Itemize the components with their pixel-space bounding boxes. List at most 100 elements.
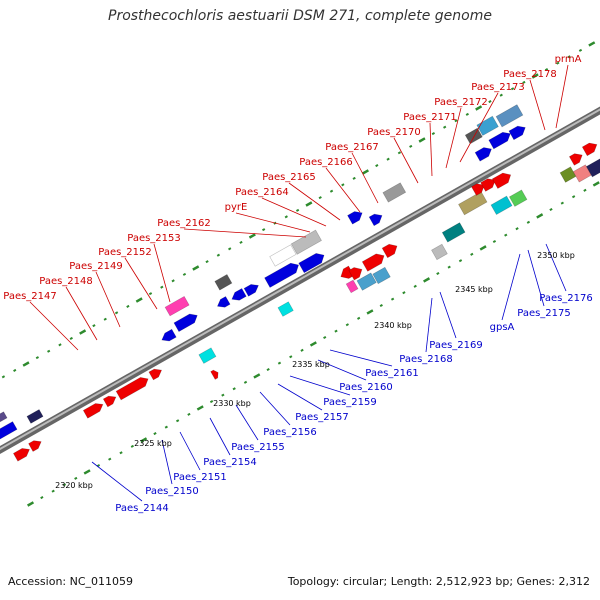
gene-shape [173, 313, 198, 332]
top-gene-label: Paes_2165 [262, 172, 316, 183]
tick-mark [397, 151, 402, 155]
label-leader [351, 152, 379, 204]
tick-mark [522, 80, 526, 84]
tick-mark [35, 356, 40, 360]
tick-mark [560, 201, 564, 205]
label-leader [209, 417, 231, 456]
tick-mark [148, 292, 153, 296]
label-leader [529, 79, 546, 131]
label-leader [95, 271, 121, 328]
label-leader [29, 301, 79, 351]
gene-feature [269, 244, 297, 267]
top-gene-label: Paes_2152 [98, 247, 152, 258]
gene-feature [216, 296, 231, 308]
tick-mark [515, 227, 519, 231]
label-leader [459, 92, 499, 163]
accession-text: Accession: NC_011059 [8, 575, 134, 588]
label-leader [501, 253, 521, 321]
gene-features [0, 104, 600, 462]
tick-mark [187, 412, 191, 416]
tick-mark [119, 451, 123, 455]
label-leaders [29, 64, 569, 502]
label-leader [161, 439, 173, 485]
gene-feature [243, 284, 259, 297]
gene-shape [277, 301, 294, 317]
label-leader [317, 359, 367, 381]
label-leader [179, 431, 201, 471]
tick-mark [228, 247, 232, 251]
tick-mark [470, 252, 474, 256]
gene-feature [488, 131, 511, 150]
label-leader [261, 197, 327, 227]
gene-shape [471, 183, 485, 196]
tick-mark [114, 311, 119, 315]
gene-feature [495, 104, 524, 128]
topology-text: Topology: circular; Length: 2,512,923 bp… [287, 575, 590, 588]
bottom-gene-label: Paes_2161 [365, 368, 419, 379]
gene-shape [495, 104, 524, 128]
top-gene-label: Paes_2173 [471, 82, 525, 93]
bottom-gene-label: Paes_2144 [115, 503, 169, 514]
tick-mark [51, 489, 55, 493]
tick-mark [69, 336, 73, 340]
top-gene-label: Paes_2171 [403, 112, 457, 123]
gene-feature [26, 409, 44, 424]
tick-mark [549, 207, 553, 212]
tick-mark [418, 137, 426, 143]
tick-mark [243, 380, 248, 384]
gene-shape [508, 189, 528, 207]
gene-shape [491, 172, 512, 189]
tick-mark [475, 105, 483, 111]
gene-shape [476, 115, 499, 136]
gene-shape [586, 158, 600, 178]
label-leader [183, 228, 307, 238]
scale-label: 2350 kbp [537, 251, 575, 260]
tick-mark [488, 100, 492, 104]
gene-shape [441, 222, 466, 243]
gene-feature [102, 395, 117, 408]
gene-feature [381, 243, 398, 259]
bottom-gene-label: Paes_2156 [263, 427, 317, 438]
gene-feature [581, 142, 598, 157]
label-leader [429, 122, 433, 177]
gene-shape [464, 127, 483, 145]
scale-label: 2340 kbp [374, 321, 412, 330]
label-leader [325, 167, 361, 213]
gene-shape [480, 178, 496, 192]
tick-mark [504, 233, 508, 237]
label-leader [439, 291, 457, 339]
gene-shape [214, 274, 233, 291]
gene-feature [490, 195, 513, 215]
tick-mark [583, 188, 587, 192]
top-gene-label: Paes_2167 [325, 142, 379, 153]
gene-labels: Paes_2147 Paes_2148 Paes_2149 Paes_2152 Paes… [3, 54, 593, 514]
tick-mark [92, 324, 96, 328]
gene-feature [348, 267, 363, 281]
tick-mark [510, 87, 515, 91]
tick-mark [40, 496, 44, 500]
label-leader [527, 249, 545, 307]
label-leader [445, 107, 462, 169]
tick-mark [205, 260, 209, 264]
top-gene-label: pyrE [225, 202, 248, 213]
tick-mark [379, 303, 383, 308]
tick-mark [164, 425, 168, 429]
gene-shape [581, 142, 598, 157]
gene-feature [28, 440, 42, 452]
tick-mark [526, 220, 531, 224]
bottom-gene-label: Paes_2176 [539, 293, 593, 304]
gene-shape [488, 131, 511, 150]
tick-mark [277, 361, 282, 365]
tick-mark [390, 297, 395, 301]
tick-mark [352, 176, 356, 180]
tick-mark [544, 68, 549, 72]
gene-shape [210, 369, 219, 380]
tick-mark [305, 201, 313, 207]
bottom-gene-label: Paes_2168 [399, 354, 453, 365]
tick-mark [153, 432, 157, 436]
top-gene-label: Paes_2164 [235, 187, 289, 198]
tick-mark [140, 437, 148, 443]
tick-mark [588, 41, 596, 47]
tick-mark [567, 55, 571, 59]
tick-mark [27, 501, 35, 507]
